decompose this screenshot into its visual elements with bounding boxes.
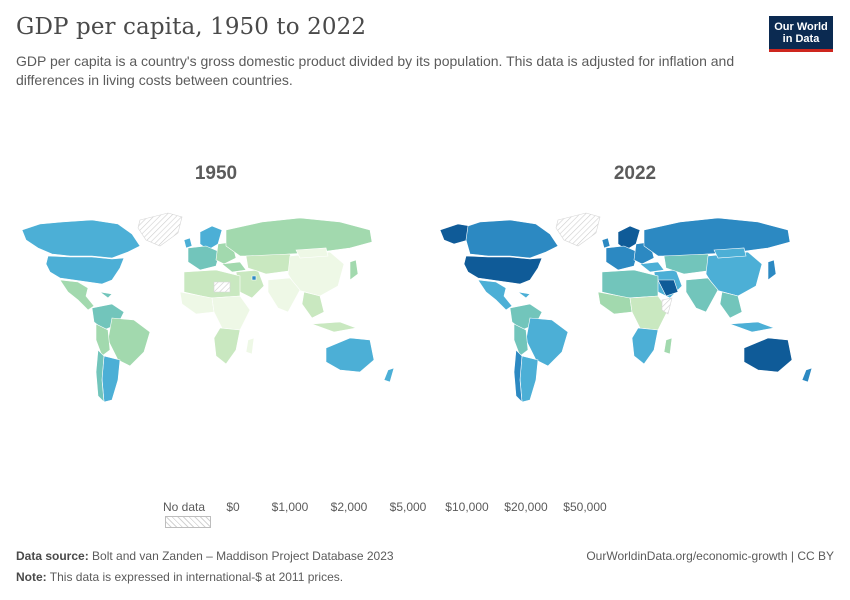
footer-note: Note: This data is expressed in internat… bbox=[16, 570, 343, 584]
west-africa-1950[interactable] bbox=[179, 291, 215, 315]
canada-2022[interactable] bbox=[465, 219, 559, 259]
central-africa-1950[interactable] bbox=[211, 295, 251, 331]
north-africa-2022[interactable] bbox=[601, 269, 659, 299]
japan-1950[interactable] bbox=[349, 259, 359, 281]
legend-tick-label: $10,000 bbox=[445, 500, 489, 514]
argentina-2022[interactable] bbox=[519, 355, 539, 403]
somalia-2022[interactable] bbox=[661, 297, 673, 315]
central-asia-2022[interactable] bbox=[663, 253, 715, 275]
china-1950[interactable] bbox=[287, 251, 345, 297]
caribbean-1950[interactable] bbox=[99, 291, 113, 299]
australia-2022[interactable] bbox=[743, 337, 793, 373]
legend-tick-label: $2,000 bbox=[330, 500, 368, 514]
new-zealand-2022[interactable] bbox=[801, 367, 813, 383]
japan-2022[interactable] bbox=[767, 259, 777, 281]
source-text[interactable]: Bolt and van Zanden – Maddison Project D… bbox=[92, 549, 394, 563]
southern-africa-1950[interactable] bbox=[213, 327, 241, 365]
mexico-1950[interactable] bbox=[59, 279, 95, 311]
legend-tick-label: $20,000 bbox=[504, 500, 548, 514]
north-africa-1950[interactable] bbox=[183, 269, 241, 299]
turkey-2022[interactable] bbox=[639, 261, 665, 273]
se-asia-1950[interactable] bbox=[301, 291, 325, 319]
logo-line-1: Our World bbox=[774, 21, 828, 33]
map-label-1950: 1950 bbox=[194, 163, 238, 184]
new-zealand-1950[interactable] bbox=[383, 367, 395, 383]
usa-2022[interactable] bbox=[463, 255, 543, 285]
legend-tick-label: $50,000 bbox=[563, 500, 607, 514]
russia-1950[interactable] bbox=[225, 217, 373, 257]
logo-line-2: in Data bbox=[782, 33, 820, 45]
brazil-2022[interactable] bbox=[525, 317, 569, 367]
se-asia-2022[interactable] bbox=[719, 291, 743, 319]
alaska-2022[interactable] bbox=[439, 223, 471, 245]
footer-credit-link[interactable]: OurWorldinData.org/economic-growth | CC … bbox=[586, 549, 834, 563]
uk-1950[interactable] bbox=[183, 237, 193, 249]
brazil-1950[interactable] bbox=[107, 317, 151, 367]
mongolia-2022[interactable] bbox=[713, 247, 747, 259]
owid-logo[interactable]: Our World in Data bbox=[769, 16, 833, 52]
note-text: This data is expressed in international-… bbox=[49, 570, 344, 584]
legend-no-data-label: No data bbox=[163, 500, 206, 514]
mongolia-1950[interactable] bbox=[295, 247, 329, 259]
chart-subtitle: GDP per capita is a country's gross dome… bbox=[16, 53, 735, 88]
west-africa-2022[interactable] bbox=[597, 291, 633, 315]
canada-1950[interactable] bbox=[21, 219, 141, 259]
peru-bolivia-2022[interactable] bbox=[513, 323, 529, 357]
kuwait-1950[interactable] bbox=[251, 275, 257, 281]
madagascar-2022[interactable] bbox=[663, 337, 673, 355]
turkey-1950[interactable] bbox=[221, 261, 247, 273]
india-2022[interactable] bbox=[685, 277, 719, 313]
greenland-1950[interactable] bbox=[137, 212, 183, 247]
southern-africa-2022[interactable] bbox=[631, 327, 659, 365]
western-europe-2022[interactable] bbox=[605, 245, 639, 271]
legend-tick-label: $0 bbox=[226, 500, 240, 514]
source-label: Data source: bbox=[16, 549, 89, 563]
peru-bolivia-1950[interactable] bbox=[95, 323, 111, 357]
china-2022[interactable] bbox=[705, 251, 763, 297]
greenland-2022[interactable] bbox=[555, 212, 601, 247]
saudi-arabia-2022[interactable] bbox=[657, 279, 679, 297]
india-1950[interactable] bbox=[267, 277, 301, 313]
mexico-2022[interactable] bbox=[477, 279, 513, 311]
australia-1950[interactable] bbox=[325, 337, 375, 373]
note-label: Note: bbox=[16, 570, 47, 584]
indonesia-1950[interactable] bbox=[311, 321, 358, 333]
usa-1950[interactable] bbox=[45, 255, 125, 285]
madagascar-1950[interactable] bbox=[245, 337, 255, 355]
russia-2022[interactable] bbox=[643, 217, 791, 257]
world-maps bbox=[21, 212, 813, 403]
western-europe-1950[interactable] bbox=[187, 245, 221, 271]
legend-tick-label: $1,000 bbox=[271, 500, 309, 514]
chile-2022[interactable] bbox=[513, 349, 523, 403]
map-label-2022: 2022 bbox=[613, 163, 657, 184]
legend-no-data-swatch bbox=[165, 516, 211, 528]
legend-tick-label: $5,000 bbox=[389, 500, 427, 514]
caribbean-2022[interactable] bbox=[517, 291, 531, 299]
chart-title: GDP per capita, 1950 to 2022 bbox=[16, 14, 367, 40]
indonesia-2022[interactable] bbox=[729, 321, 776, 333]
libya-1950[interactable] bbox=[213, 281, 231, 293]
footer-source: Data source: Bolt and van Zanden – Maddi… bbox=[16, 549, 394, 563]
central-asia-1950[interactable] bbox=[245, 253, 297, 275]
map-2022 bbox=[439, 212, 813, 403]
uk-2022[interactable] bbox=[601, 237, 611, 249]
argentina-1950[interactable] bbox=[101, 355, 121, 403]
map-1950 bbox=[21, 212, 395, 403]
chile-1950[interactable] bbox=[95, 349, 105, 403]
